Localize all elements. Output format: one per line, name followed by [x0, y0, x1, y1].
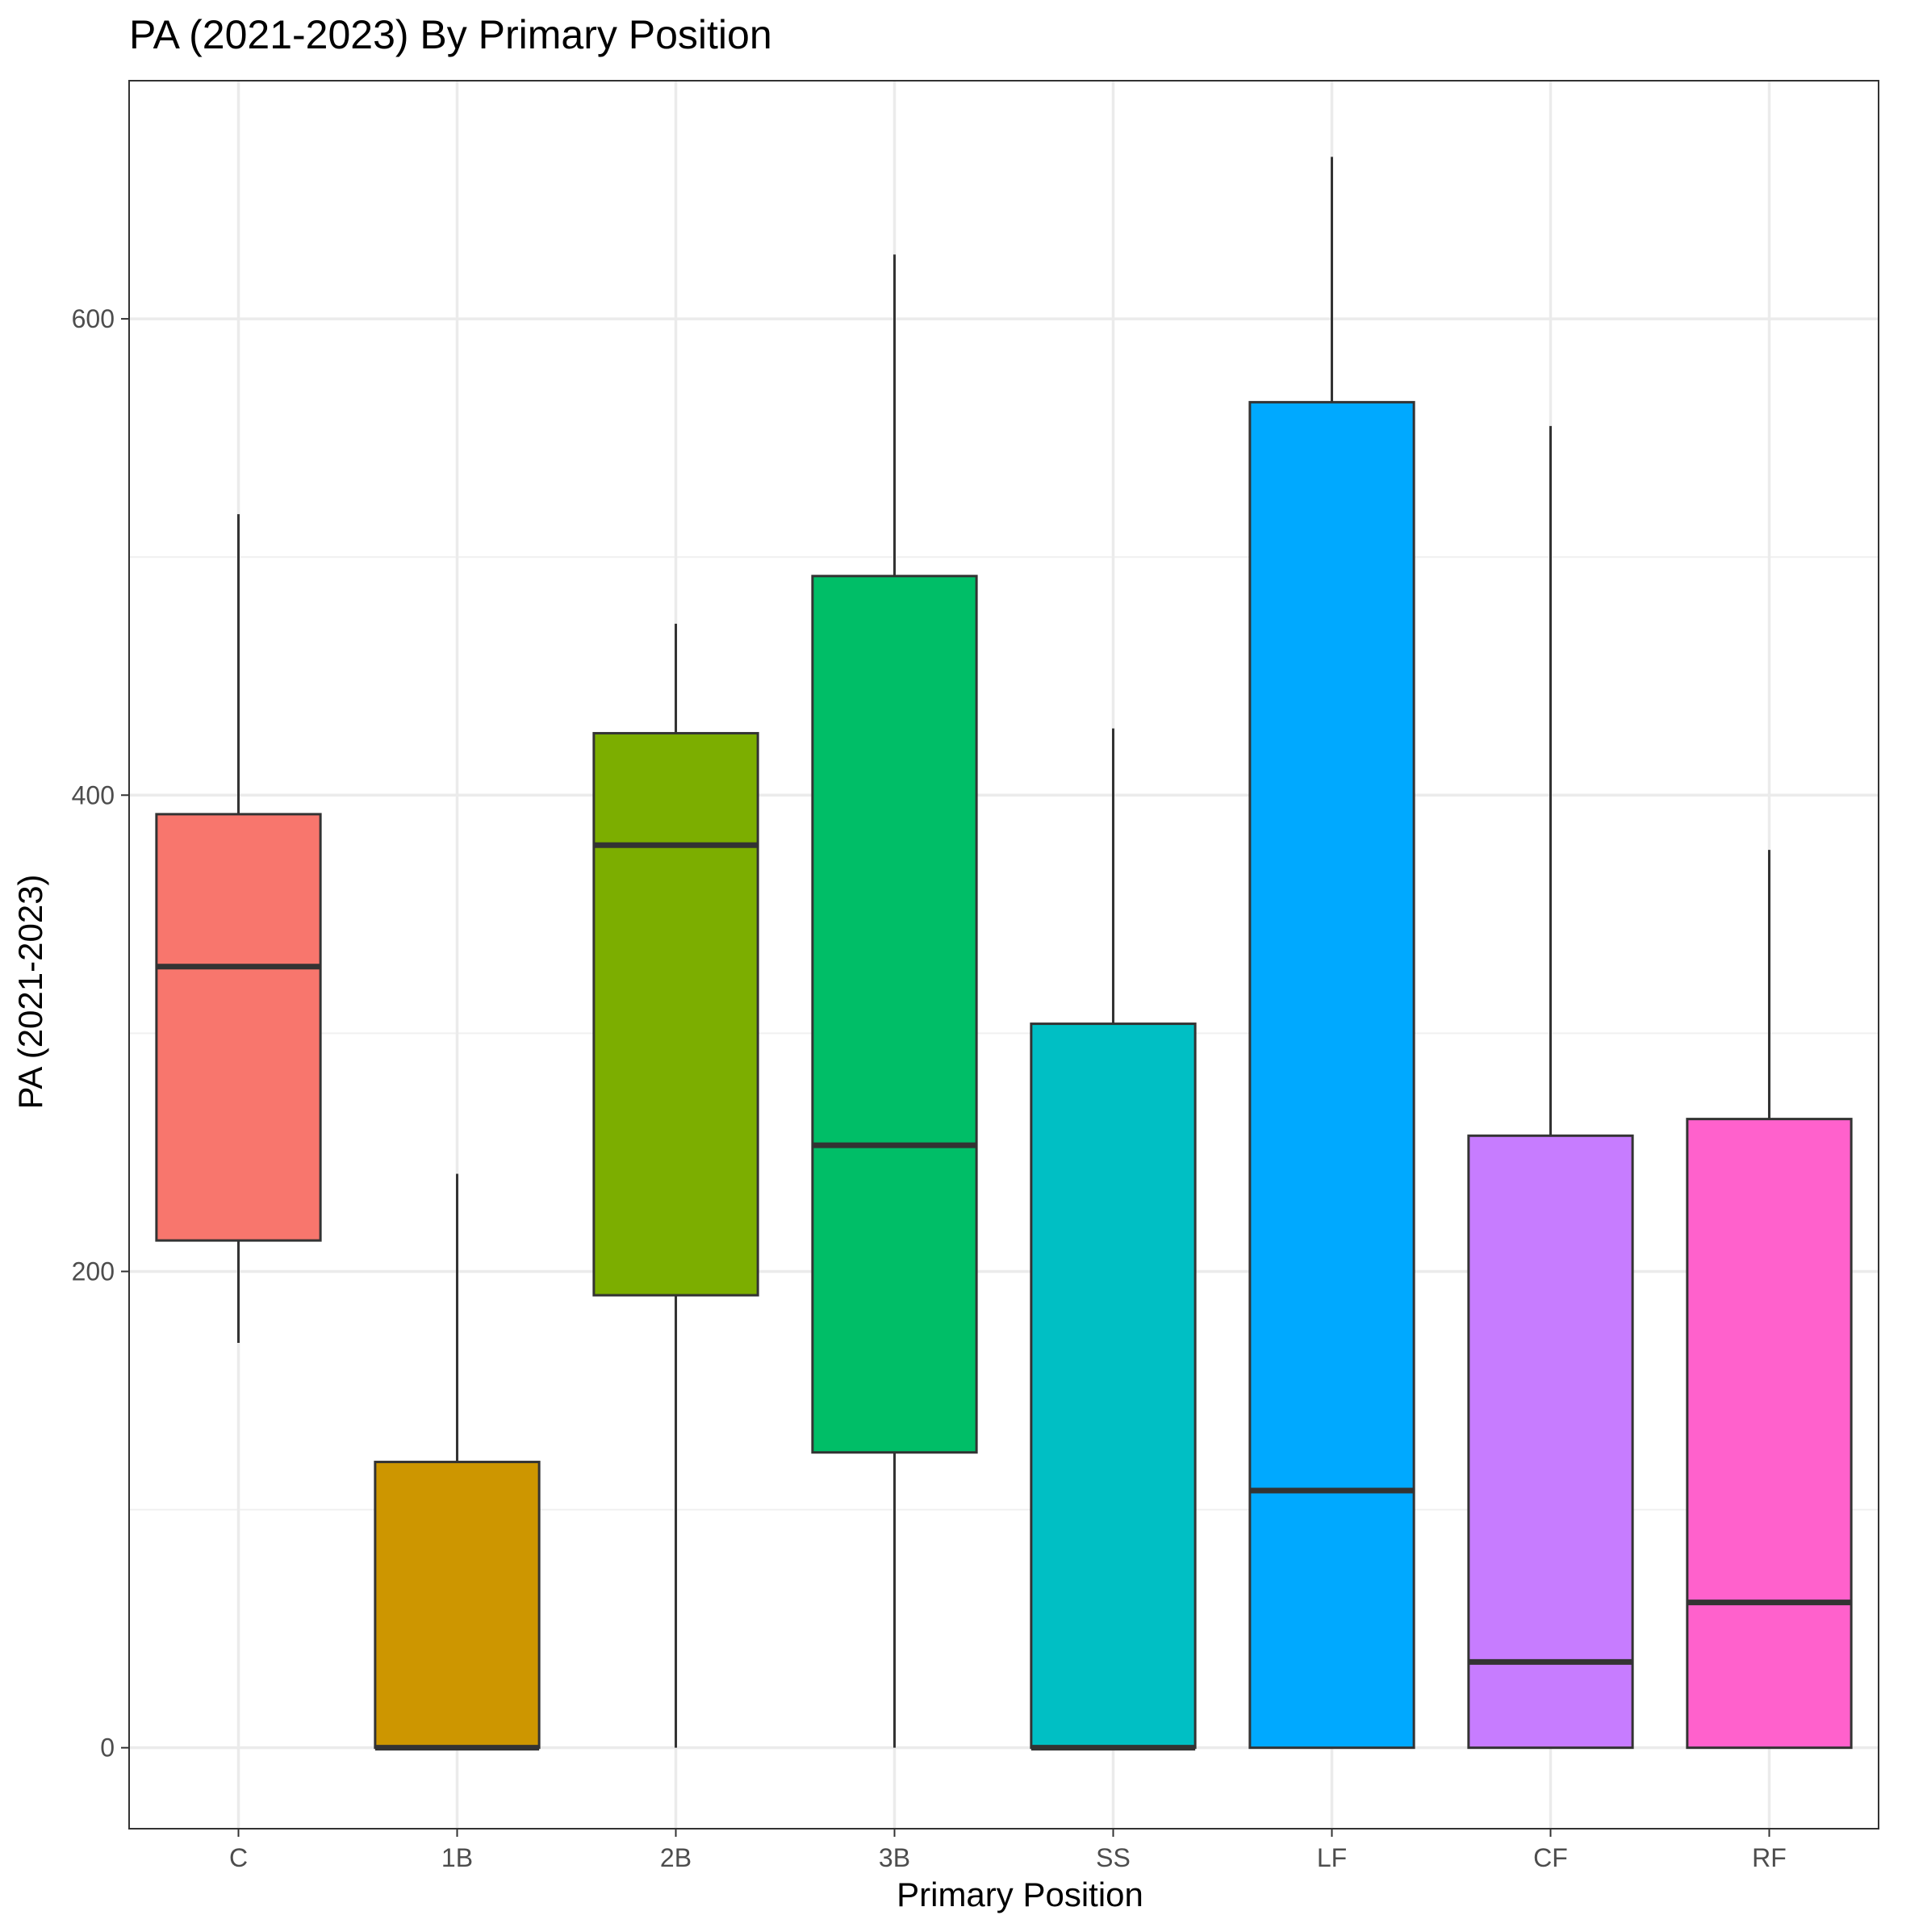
chart-title: PA (2021-2023) By Primary Position [129, 12, 772, 57]
y-axis-title: PA (2021-2023) [11, 874, 49, 1109]
x-tick-label: LF [1317, 1843, 1347, 1872]
box-3B [811, 254, 978, 1748]
box-C [155, 514, 322, 1344]
x-axis-ticks: C 1B 2B 3B SS LF CF RF [229, 1829, 1787, 1872]
box-SS [1030, 728, 1197, 1751]
x-tick-label: CF [1533, 1843, 1568, 1872]
iqr-box [811, 575, 978, 1454]
iqr-box [1686, 1118, 1853, 1750]
iqr-box [592, 732, 759, 1297]
x-tick-label: C [229, 1843, 248, 1872]
box-LF [1248, 157, 1415, 1750]
iqr-box [374, 1461, 541, 1750]
y-tick-label: 600 [72, 304, 115, 333]
box-1B [374, 1173, 541, 1751]
x-tick-label: 1B [441, 1843, 473, 1872]
y-tick-label: 0 [100, 1733, 115, 1763]
x-tick-label: RF [1752, 1843, 1787, 1872]
iqr-box [155, 813, 322, 1242]
y-axis-ticks: 0 200 400 600 [72, 304, 129, 1763]
box-series [155, 157, 1853, 1751]
iqr-box [1030, 1022, 1197, 1750]
x-tick-label: SS [1096, 1843, 1131, 1872]
x-tick-label: 2B [660, 1843, 692, 1872]
x-axis-title: Primary Position [897, 1876, 1143, 1913]
plot-panel-border [128, 80, 1879, 1830]
iqr-box [1248, 400, 1415, 1750]
iqr-box [1467, 1134, 1634, 1750]
box-CF [1467, 425, 1634, 1750]
box-2B [592, 623, 759, 1748]
y-tick-label: 200 [72, 1257, 115, 1286]
box-RF [1686, 850, 1853, 1750]
x-tick-label: 3B [879, 1843, 910, 1872]
y-tick-label: 400 [72, 780, 115, 809]
